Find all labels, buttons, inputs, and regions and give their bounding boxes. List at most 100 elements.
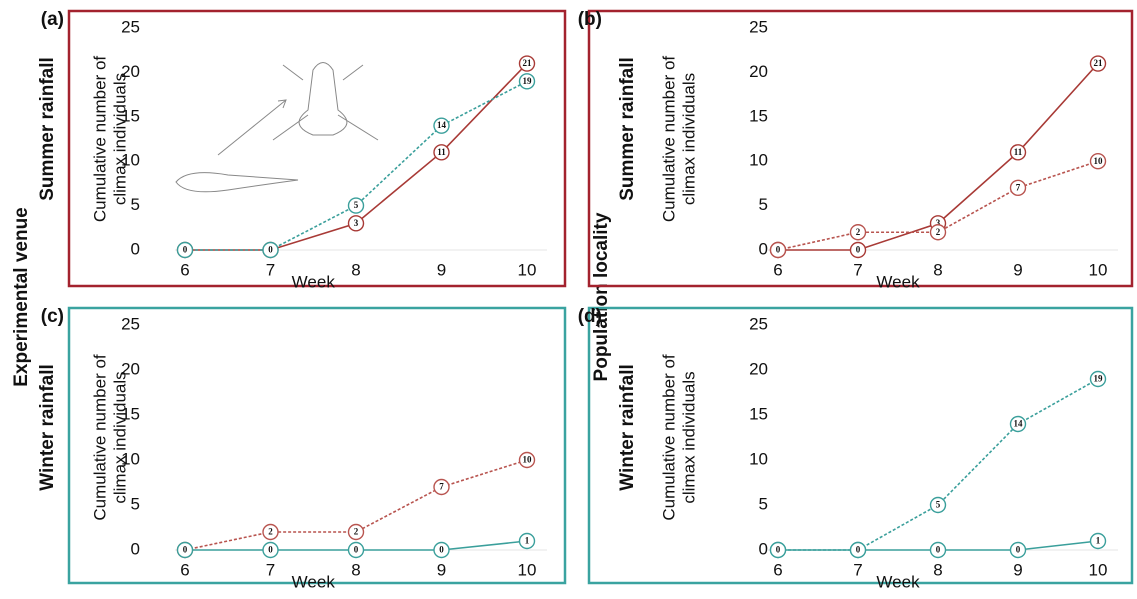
x-tick-label: 9 [437,560,446,579]
panel-tag: (b) [578,9,602,30]
data-label: 10 [1094,156,1104,166]
x-axis-label: Week [292,572,336,591]
data-label: 2 [354,527,359,537]
y-axis-label: climax individuals [679,73,698,205]
data-label: 11 [437,147,446,157]
data-label: 0 [183,545,188,555]
data-label: 21 [1094,58,1104,68]
x-tick-label: 6 [773,560,782,579]
data-label: 19 [1094,374,1104,384]
y-axis-label: Cumulative number of [90,56,109,223]
y-axis-label: Cumulative number of [659,354,678,521]
y-tick-label: 5 [759,494,768,513]
panel: 0510152025678910WeekCumulative number of… [578,9,1132,291]
data-label: 19 [523,76,533,86]
x-tick-label: 8 [933,260,942,279]
y-tick-label: 5 [131,195,140,214]
x-tick-label: 10 [518,260,537,279]
y-tick-label: 0 [759,539,768,558]
data-label: 7 [1016,182,1021,192]
y-tick-label: 15 [749,404,768,423]
data-label: 5 [354,200,359,210]
panel-frame [69,11,565,286]
figure: Experimental venue Population locality 0… [0,0,1137,594]
y-tick-label: 15 [749,106,768,125]
data-label: 0 [856,545,861,555]
x-tick-label: 7 [853,260,862,279]
side-label: Experimental venue [11,207,32,387]
x-tick-label: 7 [266,560,275,579]
y-tick-label: 10 [749,449,768,468]
x-tick-label: 10 [1089,560,1108,579]
series-line [778,379,1098,550]
y-tick-label: 0 [131,539,140,558]
x-axis-label: Week [292,272,336,291]
data-label: 0 [936,545,941,555]
data-label: 2 [856,227,861,237]
y-tick-label: 0 [759,239,768,258]
data-label: 14 [437,120,447,130]
y-tick-label: 25 [121,17,140,36]
x-tick-label: 6 [773,260,782,279]
row-label: Summer rainfall [617,57,638,201]
tadpole [176,173,298,192]
row-label: Winter rainfall [37,364,58,491]
x-tick-label: 9 [1013,560,1022,579]
row-label: Summer rainfall [37,57,58,201]
y-axis-label: climax individuals [110,371,129,503]
data-label: 0 [354,545,359,555]
y-tick-label: 20 [749,359,768,378]
panel-tag: (a) [41,9,64,30]
page: Experimental venue Population locality 0… [0,0,1137,599]
data-label: 2 [268,527,273,537]
x-tick-label: 7 [266,260,275,279]
y-tick-label: 5 [131,494,140,513]
data-label: 3 [354,218,359,228]
data-label: 0 [268,245,273,255]
y-tick-label: 10 [749,151,768,170]
y-tick-label: 25 [121,314,140,333]
x-tick-label: 7 [853,560,862,579]
y-axis-label: climax individuals [679,371,698,503]
data-label: 5 [936,500,941,510]
data-label: 0 [1016,545,1021,555]
x-tick-label: 10 [1089,260,1108,279]
data-label: 0 [183,245,188,255]
x-axis-label: Week [876,272,920,291]
panel-tag: (c) [41,306,64,327]
panel-tag: (d) [578,306,602,327]
x-tick-label: 8 [351,560,360,579]
x-axis-label: Week [876,572,920,591]
data-label: 2 [936,227,941,237]
frog [273,63,378,141]
x-tick-label: 9 [437,260,446,279]
x-tick-label: 10 [518,560,537,579]
data-label: 0 [268,545,273,555]
data-label: 7 [439,482,444,492]
data-label: 1 [1096,536,1101,546]
y-tick-label: 25 [749,314,768,333]
y-tick-label: 0 [131,239,140,258]
side-label: Population locality [591,212,612,381]
y-tick-label: 5 [759,195,768,214]
x-tick-label: 6 [180,560,189,579]
data-label: 1 [525,536,530,546]
data-label: 21 [523,58,533,68]
x-tick-label: 8 [351,260,360,279]
x-tick-label: 6 [180,260,189,279]
y-axis-label: Cumulative number of [659,56,678,223]
y-tick-label: 25 [749,17,768,36]
x-tick-label: 8 [933,560,942,579]
x-tick-label: 9 [1013,260,1022,279]
data-label: 0 [776,245,781,255]
data-label: 0 [439,545,444,555]
illustration [176,63,378,192]
row-label: Winter rainfall [617,364,638,491]
data-label: 11 [1014,147,1023,157]
panel-frame [69,308,565,583]
data-label: 10 [523,455,533,465]
data-label: 0 [856,245,861,255]
arrow [218,100,286,155]
